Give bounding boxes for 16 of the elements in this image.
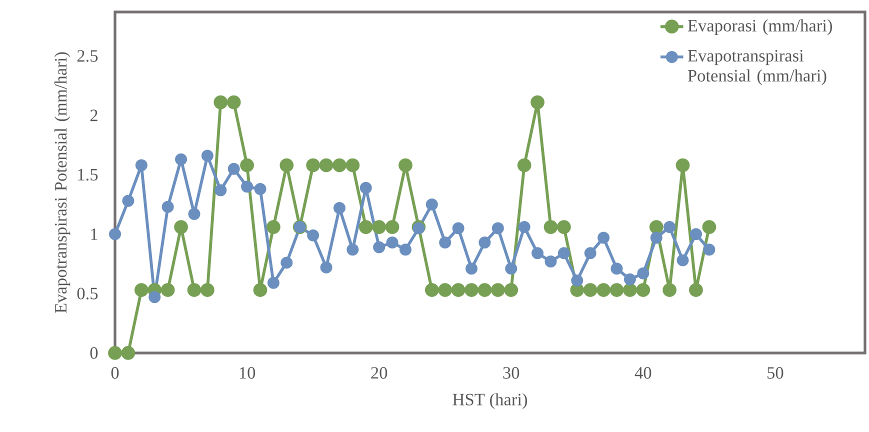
x-axis-title: HST (hari) [452, 393, 528, 409]
y-tick-label: 0.5 [77, 288, 98, 300]
x-tick-label: 30 [503, 367, 520, 379]
x-tick-label: 0 [111, 367, 119, 379]
y-tick-label: 1.5 [78, 168, 98, 181]
legend-label: Evaporasi (mm/hari) [688, 19, 832, 36]
y-tick-label: 1 [91, 228, 98, 240]
y-tick-label: 2 [90, 110, 98, 122]
y-tick-label: 0 [90, 347, 98, 359]
x-tick-label: 40 [634, 367, 652, 379]
y-axis-title: Evapotranspirasi Potensial (mm/hari) [54, 52, 70, 313]
y-tick-label: 2.5 [77, 50, 98, 62]
x-tick-label: 50 [768, 367, 784, 379]
x-tick-label: 20 [371, 367, 388, 379]
x-tick-label: 10 [240, 367, 256, 379]
legend-label: Evapotranspirasi Potensial (mm/hari) [688, 50, 826, 86]
